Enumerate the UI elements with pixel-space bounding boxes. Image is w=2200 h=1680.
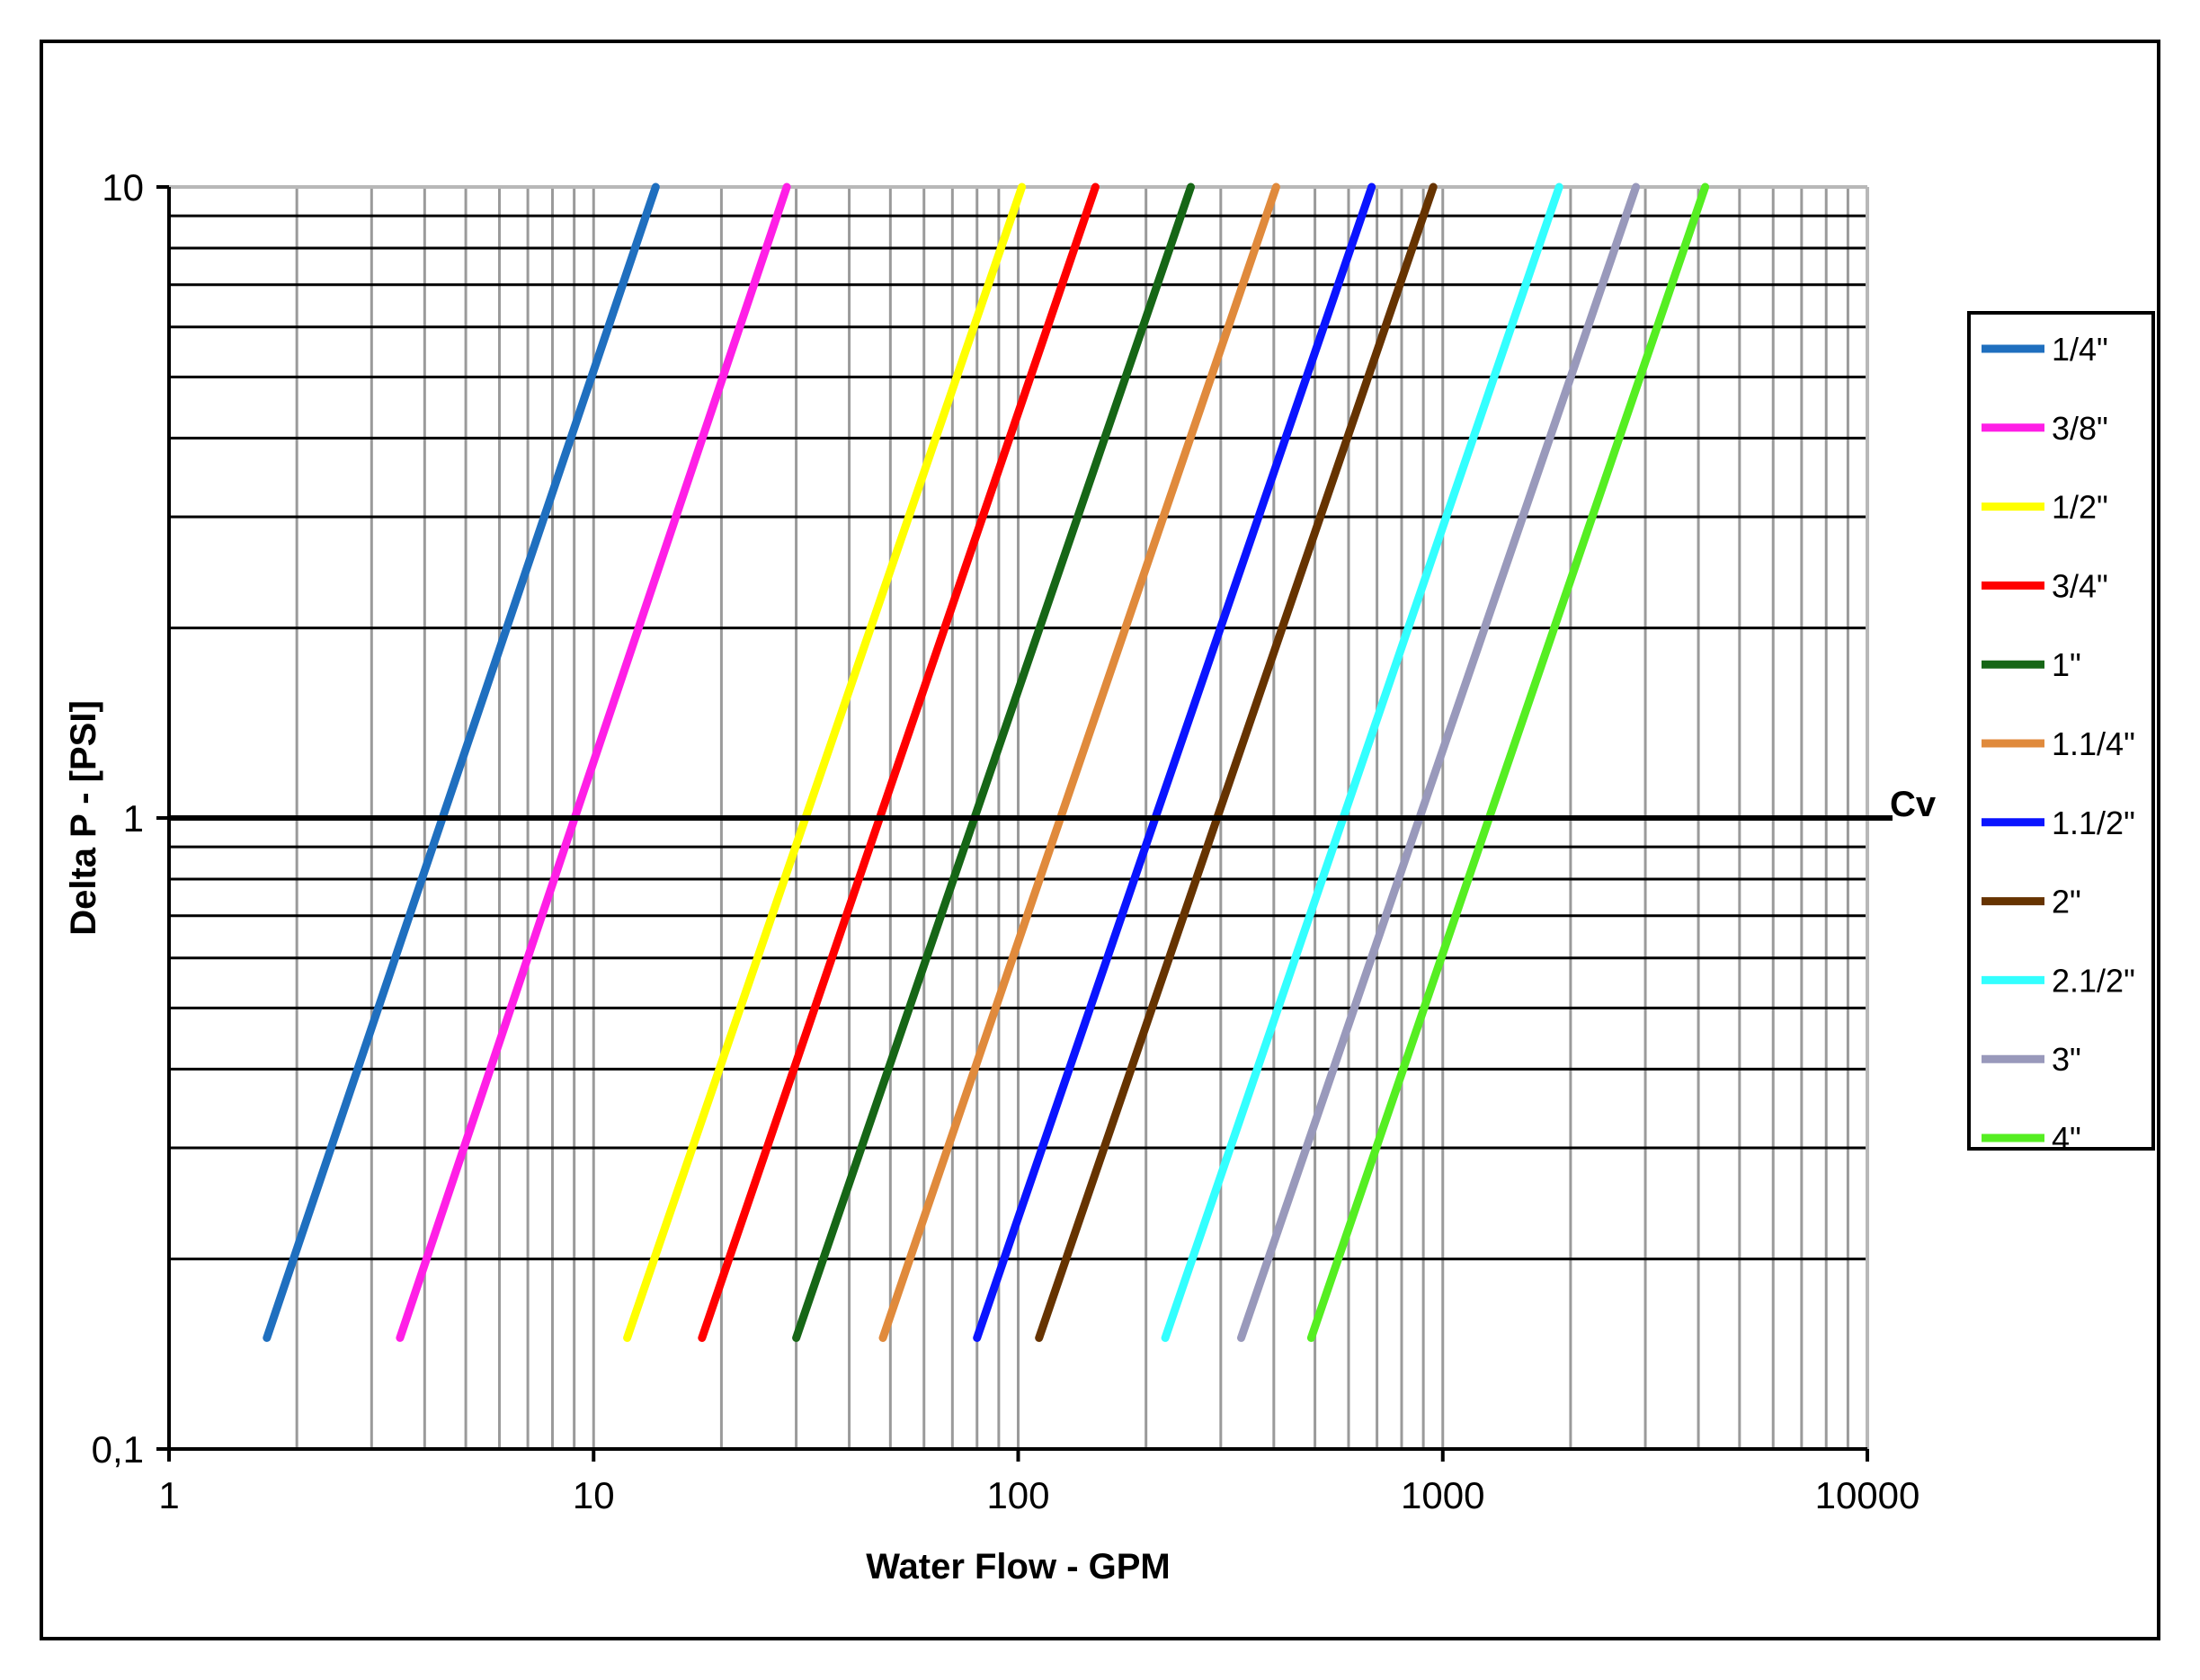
series-line [1161, 182, 1563, 1342]
legend-label: 3/4" [2052, 567, 2108, 604]
y-tick-label: 10 [102, 166, 144, 209]
legend-label: 1.1/4" [2052, 725, 2135, 762]
legend-label: 1.1/2" [2052, 804, 2135, 841]
series-line [698, 182, 1100, 1342]
legend-label: 4" [2052, 1120, 2081, 1157]
x-tick-label: 10000 [1815, 1474, 1920, 1516]
x-tick-label: 10 [573, 1474, 615, 1516]
legend-box [1967, 311, 2155, 1151]
legend-label: 3/8" [2052, 410, 2108, 447]
x-tick-label: 1 [158, 1474, 179, 1516]
legend-label: 3" [2052, 1041, 2081, 1078]
legend-label: 1" [2052, 646, 2081, 683]
legend-label: 1/4" [2052, 331, 2108, 368]
y-axis-title: Delta P - [PSI] [64, 700, 103, 936]
series-line [1237, 182, 1641, 1342]
series-line [1306, 182, 1710, 1342]
legend-label: 1/2" [2052, 489, 2108, 526]
y-tick-label: 1 [123, 797, 144, 840]
reference-line-label: Cv [1890, 785, 1937, 824]
series-line [396, 182, 791, 1342]
legend: 1/4" 3/8" 1/2" 3/4" 1" 1.1/4" 1.1/2" 2" 2.1/2" 3"… [1967, 311, 2155, 1157]
series-line [263, 182, 660, 1342]
legend-label: 2" [2052, 884, 2081, 920]
series-line [878, 182, 1280, 1342]
series-line [792, 182, 1195, 1342]
chart-frame [40, 40, 2160, 1640]
series-line [973, 182, 1376, 1342]
series-layer [263, 182, 1710, 1342]
series-line [623, 182, 1027, 1342]
x-axis-title: Water Flow - GPM [866, 1547, 1171, 1587]
x-tick-label: 100 [986, 1474, 1049, 1516]
x-tick-label: 1000 [1401, 1474, 1484, 1516]
tick-label-layer: 1 10 100 1000 10000 0,1 1 10 [92, 166, 1920, 1516]
legend-label: 2.1/2" [2052, 962, 2135, 999]
series-line [1035, 182, 1438, 1342]
y-tick-label: 0,1 [92, 1428, 144, 1471]
reference-layer: Cv [169, 785, 1937, 824]
